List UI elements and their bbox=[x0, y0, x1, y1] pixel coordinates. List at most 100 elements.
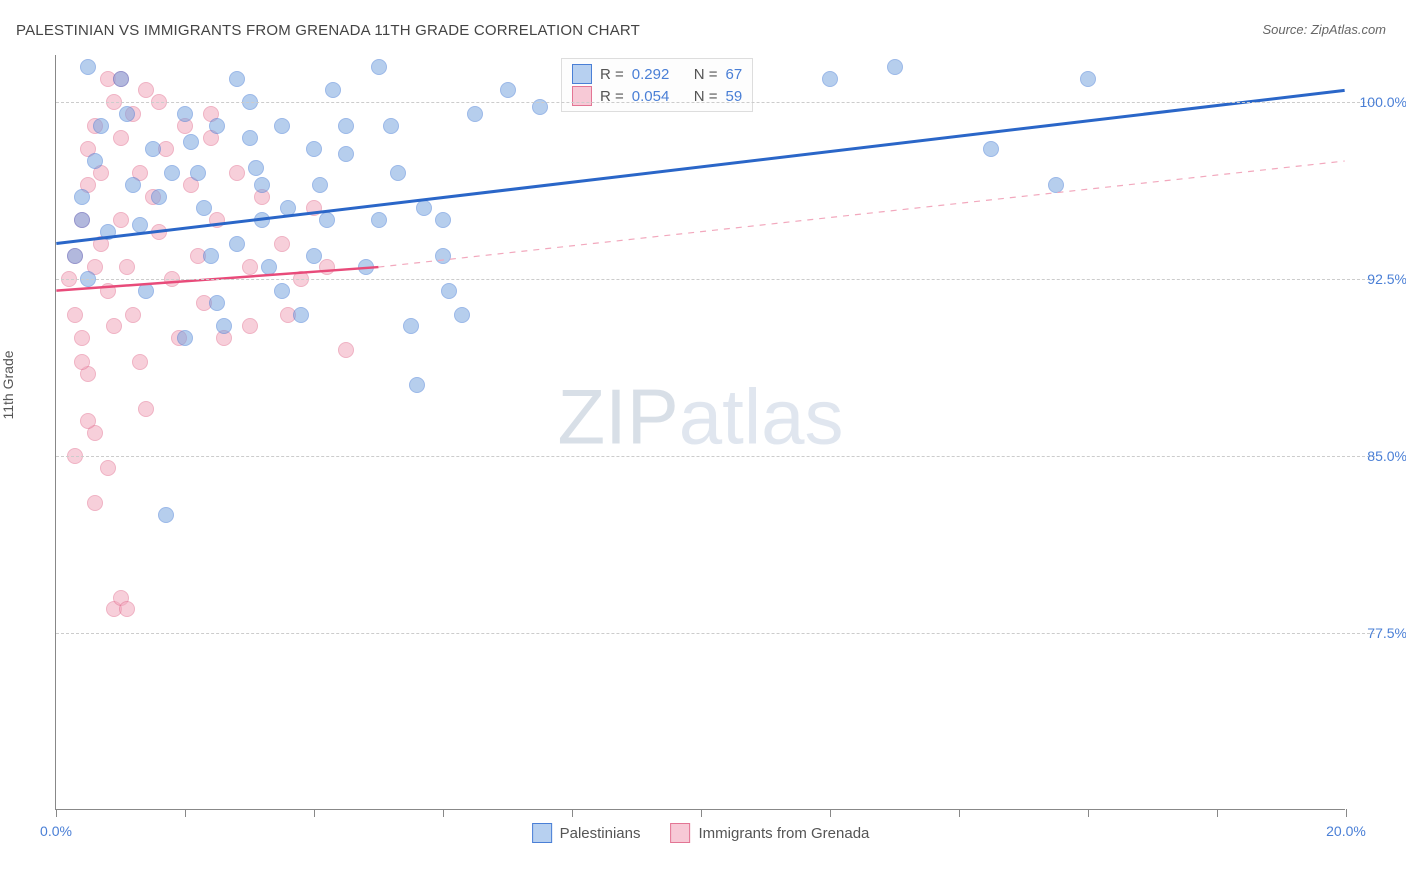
data-point bbox=[80, 413, 96, 429]
x-tick bbox=[185, 809, 186, 817]
data-point bbox=[203, 248, 219, 264]
data-point bbox=[93, 118, 109, 134]
data-point bbox=[274, 236, 290, 252]
data-point bbox=[467, 106, 483, 122]
data-point bbox=[338, 118, 354, 134]
legend-r-label: R = bbox=[600, 66, 624, 83]
data-point bbox=[100, 283, 116, 299]
data-point bbox=[312, 177, 328, 193]
data-point bbox=[119, 106, 135, 122]
data-point bbox=[87, 495, 103, 511]
legend-item: Immigrants from Grenada bbox=[671, 823, 870, 843]
legend-label: Immigrants from Grenada bbox=[699, 825, 870, 842]
data-point bbox=[887, 59, 903, 75]
chart-title: PALESTINIAN VS IMMIGRANTS FROM GRENADA 1… bbox=[16, 22, 640, 39]
data-point bbox=[138, 82, 154, 98]
legend-n-label: N = bbox=[694, 66, 718, 83]
data-point bbox=[74, 330, 90, 346]
data-point bbox=[74, 189, 90, 205]
data-point bbox=[242, 318, 258, 334]
legend-swatch bbox=[532, 823, 552, 843]
source-label: Source: ZipAtlas.com bbox=[1262, 22, 1386, 37]
data-point bbox=[319, 259, 335, 275]
data-point bbox=[151, 224, 167, 240]
x-tick bbox=[443, 809, 444, 817]
data-point bbox=[371, 59, 387, 75]
legend-r-value: 0.292 bbox=[632, 66, 686, 83]
data-point bbox=[248, 160, 264, 176]
x-tick bbox=[959, 809, 960, 817]
data-point bbox=[80, 59, 96, 75]
x-tick-label: 0.0% bbox=[40, 823, 72, 839]
data-point bbox=[196, 200, 212, 216]
data-point bbox=[358, 259, 374, 275]
data-point bbox=[822, 71, 838, 87]
x-tick bbox=[1088, 809, 1089, 817]
data-point bbox=[138, 283, 154, 299]
data-point bbox=[280, 200, 296, 216]
data-point bbox=[183, 134, 199, 150]
data-point bbox=[145, 141, 161, 157]
data-point bbox=[119, 259, 135, 275]
data-point bbox=[293, 307, 309, 323]
gridline bbox=[56, 633, 1375, 634]
data-point bbox=[100, 460, 116, 476]
data-point bbox=[151, 189, 167, 205]
data-point bbox=[274, 118, 290, 134]
data-point bbox=[261, 259, 277, 275]
data-point bbox=[216, 318, 232, 334]
legend-n-value: 67 bbox=[726, 66, 743, 83]
data-point bbox=[441, 283, 457, 299]
legend-row: R =0.054N =59 bbox=[572, 85, 742, 107]
data-point bbox=[113, 71, 129, 87]
data-point bbox=[983, 141, 999, 157]
x-tick bbox=[1346, 809, 1347, 817]
legend-swatch bbox=[572, 64, 592, 84]
data-point bbox=[254, 177, 270, 193]
y-tick-label: 92.5% bbox=[1367, 271, 1406, 287]
data-point bbox=[138, 401, 154, 417]
x-tick bbox=[56, 809, 57, 817]
legend-swatch bbox=[671, 823, 691, 843]
data-point bbox=[67, 248, 83, 264]
x-tick bbox=[572, 809, 573, 817]
data-point bbox=[229, 236, 245, 252]
x-tick bbox=[1217, 809, 1218, 817]
data-point bbox=[132, 354, 148, 370]
data-point bbox=[254, 212, 270, 228]
gridline bbox=[56, 279, 1375, 280]
data-point bbox=[125, 307, 141, 323]
y-tick-label: 100.0% bbox=[1360, 94, 1406, 110]
y-axis-label: 11th Grade bbox=[0, 350, 16, 419]
data-point bbox=[164, 165, 180, 181]
data-point bbox=[1080, 71, 1096, 87]
data-point bbox=[306, 141, 322, 157]
gridline bbox=[56, 456, 1375, 457]
data-point bbox=[177, 106, 193, 122]
data-point bbox=[416, 200, 432, 216]
data-point bbox=[132, 217, 148, 233]
data-point bbox=[306, 200, 322, 216]
x-tick bbox=[701, 809, 702, 817]
legend-row: R = 0.292 N = 67 bbox=[572, 63, 742, 85]
data-point bbox=[242, 259, 258, 275]
data-point bbox=[319, 212, 335, 228]
data-point bbox=[158, 507, 174, 523]
chart-area: ZIPatlas R =0.292N =67R =0.054N =59 Pale… bbox=[55, 55, 1345, 810]
data-point bbox=[209, 212, 225, 228]
data-point bbox=[454, 307, 470, 323]
y-tick-label: 77.5% bbox=[1367, 625, 1406, 641]
data-point bbox=[209, 295, 225, 311]
data-point bbox=[100, 224, 116, 240]
data-point bbox=[106, 318, 122, 334]
legend-series: Palestinians Immigrants from Grenada bbox=[532, 823, 870, 843]
legend-item: Palestinians bbox=[532, 823, 641, 843]
data-point bbox=[177, 330, 193, 346]
y-tick-label: 85.0% bbox=[1367, 448, 1406, 464]
data-point bbox=[74, 354, 90, 370]
data-point bbox=[74, 212, 90, 228]
data-point bbox=[390, 165, 406, 181]
data-point bbox=[209, 118, 225, 134]
data-point bbox=[500, 82, 516, 98]
legend-correlation: R = 0.292 N = 67 R =0.054N =59 bbox=[561, 58, 753, 112]
